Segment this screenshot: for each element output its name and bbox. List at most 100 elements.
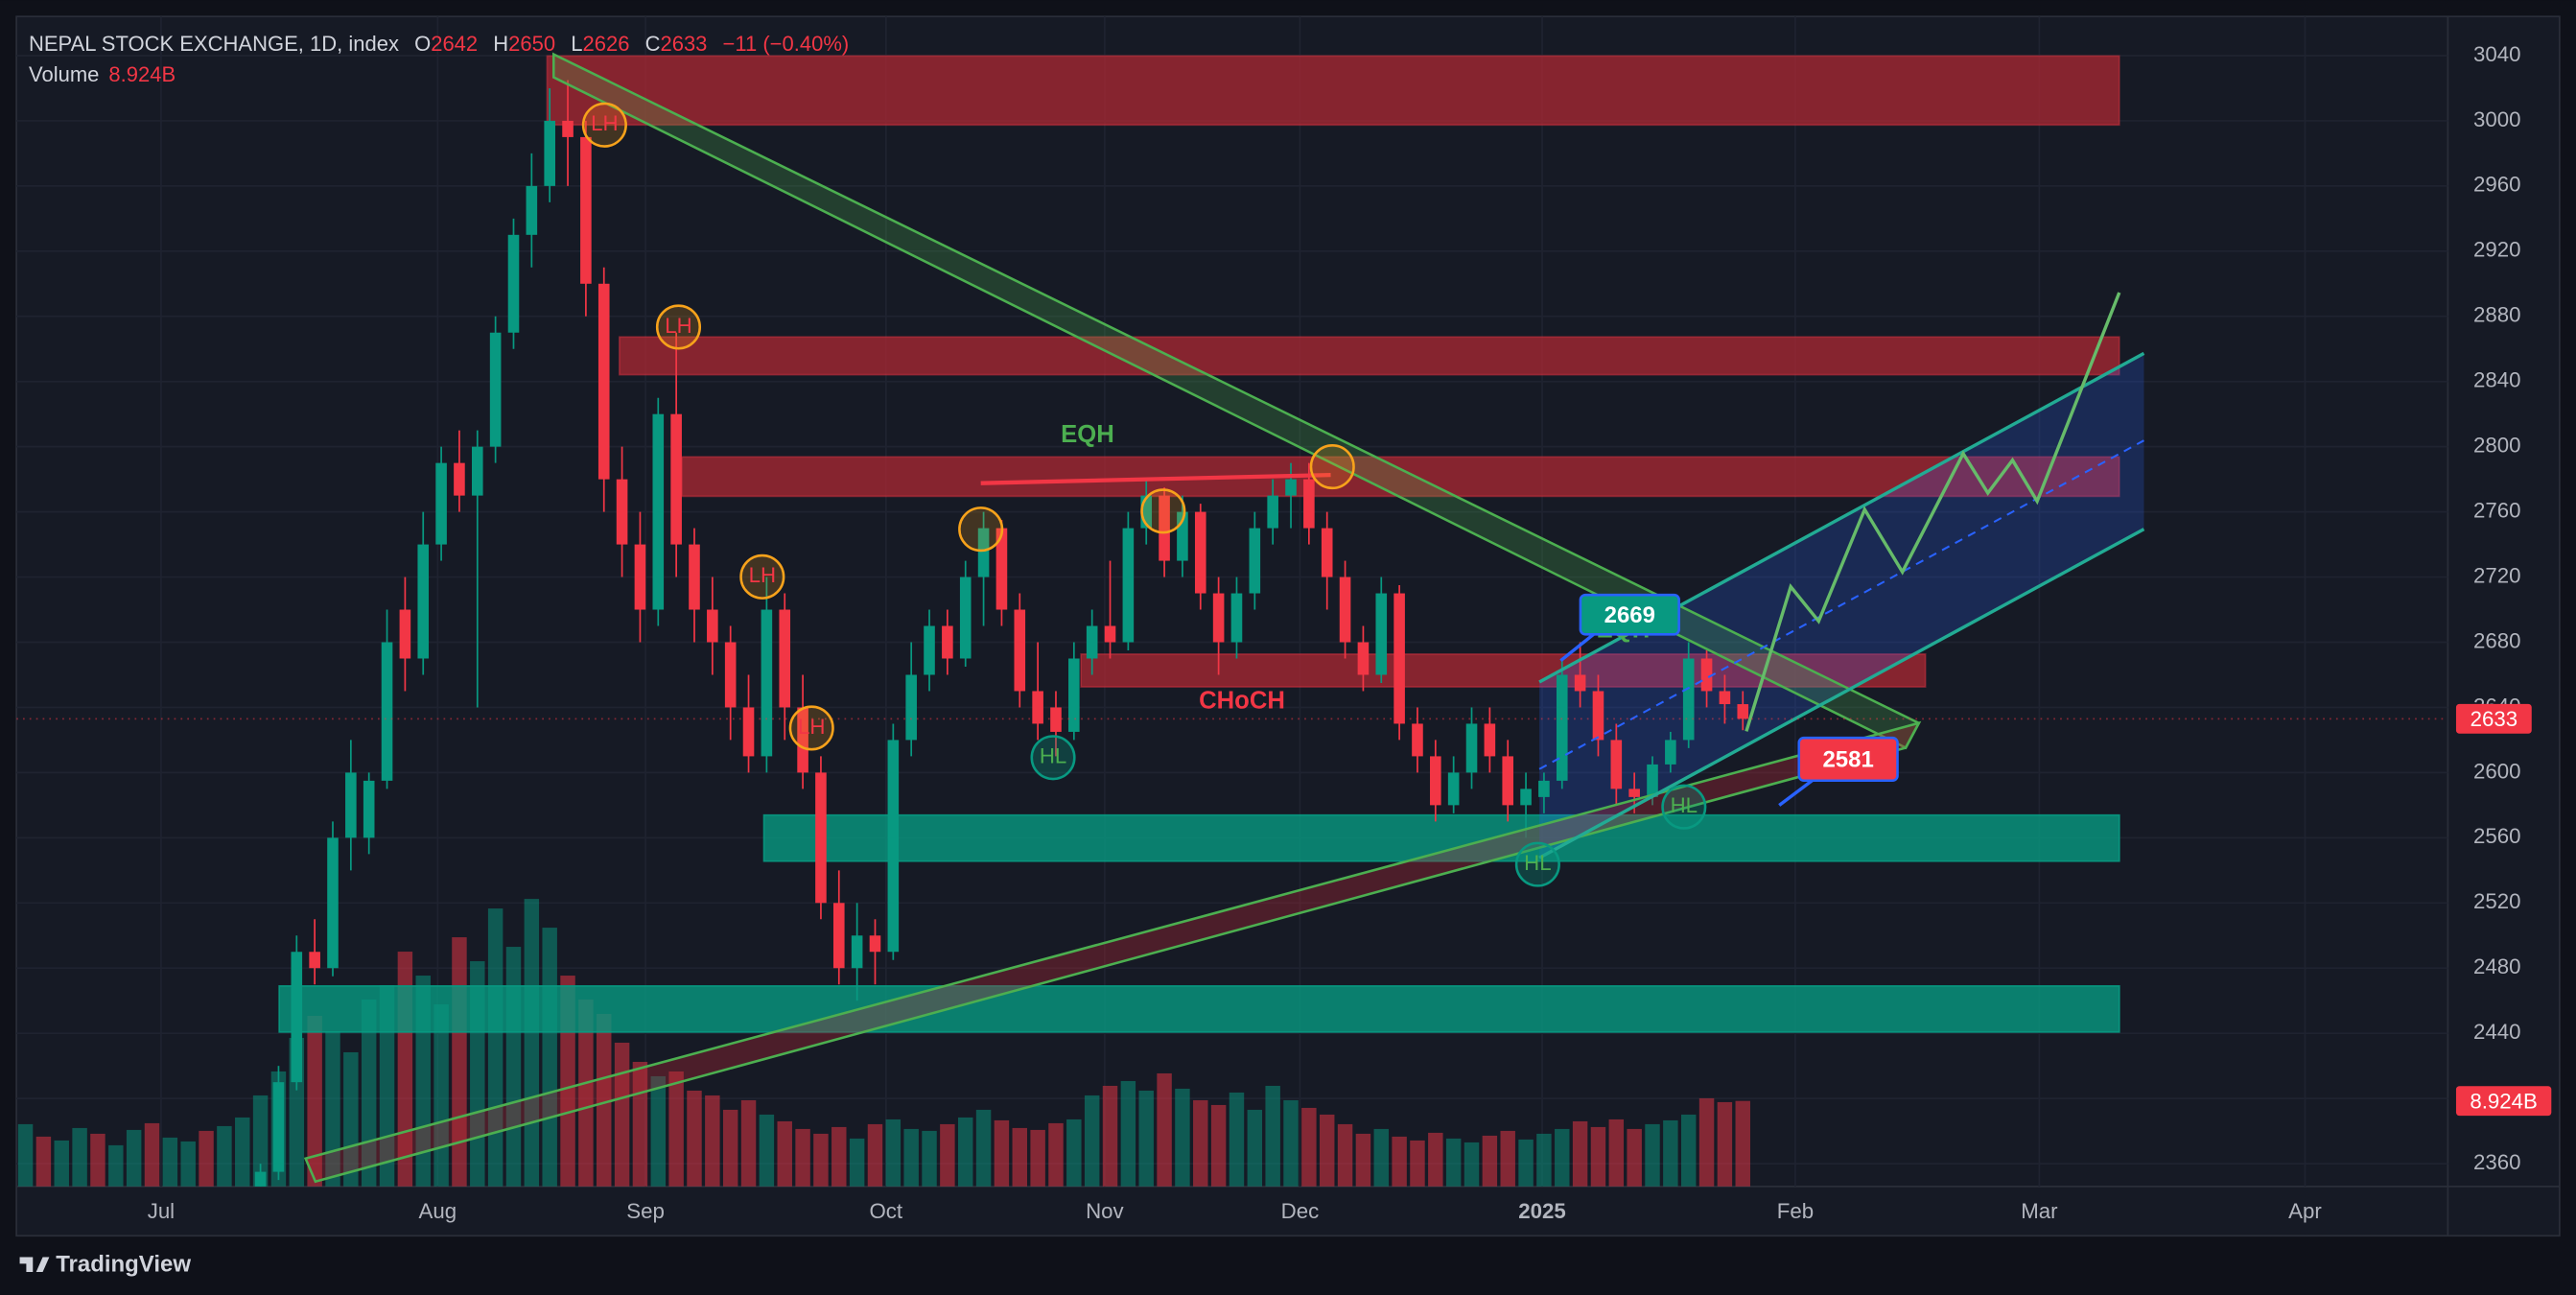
volume-bar xyxy=(759,1114,775,1187)
projection-path xyxy=(1745,292,2121,732)
candle-body xyxy=(707,609,718,643)
candle-body xyxy=(1430,756,1441,806)
candle-body xyxy=(580,136,592,284)
swing-marker xyxy=(788,705,834,751)
candle-body xyxy=(254,1171,267,1187)
volume-bar xyxy=(957,1117,973,1187)
volume-value: 8.924B xyxy=(108,62,176,86)
volume-bar xyxy=(1698,1097,1715,1187)
volume-bar xyxy=(885,1118,902,1187)
candle-body xyxy=(1357,642,1370,675)
volume-bar xyxy=(1301,1107,1317,1187)
volume-bar xyxy=(1445,1138,1462,1187)
swing-marker xyxy=(1030,735,1076,781)
volume-bar xyxy=(524,899,540,1187)
candle-body xyxy=(435,462,447,545)
volume-bar xyxy=(433,1004,449,1187)
candle-body xyxy=(832,903,845,969)
annotation-label: EQH xyxy=(1061,421,1114,448)
tag-pointer xyxy=(1778,779,1814,807)
volume-bar xyxy=(867,1123,883,1187)
candle-body xyxy=(417,544,430,659)
candle-body xyxy=(526,185,538,235)
volume-bar xyxy=(505,947,522,1187)
y-tick-label: 2480 xyxy=(2473,954,2520,978)
legend-row: Volume 8.924B xyxy=(29,59,849,90)
candle-body xyxy=(597,283,610,480)
candle-body xyxy=(309,952,320,969)
annotation-label: LH xyxy=(591,111,618,135)
volume-bar xyxy=(975,1109,992,1187)
volume-bar xyxy=(1555,1128,1570,1187)
candle-body xyxy=(977,528,990,577)
candle-body xyxy=(544,120,555,186)
volume-bar xyxy=(705,1095,720,1187)
annotation-label: LH xyxy=(749,563,776,587)
x-tick-label: Sep xyxy=(626,1199,665,1223)
y-tick-label: 2840 xyxy=(2473,368,2520,392)
volume-bar xyxy=(90,1133,105,1187)
candle-body xyxy=(1249,528,1261,594)
volume-bar xyxy=(1590,1126,1606,1187)
candle-body xyxy=(1086,625,1098,659)
candle-body xyxy=(1140,495,1153,529)
annotation-label: LH xyxy=(798,715,825,739)
candle-body xyxy=(1700,658,1713,692)
volume-bar xyxy=(1518,1139,1534,1187)
volume-bar xyxy=(1500,1130,1515,1187)
swing-marker xyxy=(655,304,702,350)
volume-bar xyxy=(1157,1072,1172,1187)
axes: 2360240024402480252025602600264026802720… xyxy=(148,42,2552,1223)
candle-body xyxy=(942,625,953,659)
candle-body xyxy=(507,234,520,333)
volume-bar xyxy=(307,1015,322,1187)
close-label: C xyxy=(644,32,661,56)
volume-bar xyxy=(180,1141,196,1187)
x-tick-label: 2025 xyxy=(1518,1199,1566,1223)
candle-body xyxy=(1520,789,1532,806)
volume-bar xyxy=(740,1099,757,1187)
swing-marker xyxy=(1514,841,1560,887)
volume-bar xyxy=(650,1075,667,1187)
annotation-label: HL xyxy=(1671,793,1698,817)
volume-bar xyxy=(1482,1135,1498,1187)
x-tick-label: Oct xyxy=(869,1199,902,1223)
legend-row: NEPAL STOCK EXCHANGE, 1D, index O2642 H2… xyxy=(29,29,849,59)
volume-bar xyxy=(144,1122,160,1187)
volume-bar xyxy=(1410,1140,1425,1187)
candle-body xyxy=(1465,723,1478,773)
candle-body xyxy=(1592,691,1604,741)
candle-body xyxy=(924,625,935,675)
high-label: H xyxy=(493,32,509,56)
logo-icon xyxy=(19,1257,50,1272)
volume-bar xyxy=(1735,1100,1750,1187)
volume-bar xyxy=(1048,1122,1064,1187)
volume-bar xyxy=(343,1051,359,1187)
candle-body xyxy=(1628,789,1640,797)
candle-body xyxy=(1447,772,1460,806)
volume-bar xyxy=(1663,1119,1678,1187)
candle-body xyxy=(471,446,483,496)
volume-bar xyxy=(777,1120,792,1187)
open-label: O xyxy=(414,32,432,56)
candle-body xyxy=(761,609,773,757)
volume-bar xyxy=(1265,1085,1280,1187)
volume-bar xyxy=(35,1136,52,1187)
low-value: 2626 xyxy=(582,32,630,56)
x-tick-label: Aug xyxy=(419,1199,457,1223)
candle-body xyxy=(1212,593,1225,643)
candle-body xyxy=(1267,495,1278,529)
volume-bar xyxy=(162,1137,178,1187)
y-tick-label: 2680 xyxy=(2473,628,2520,652)
volume-bar xyxy=(614,1042,630,1187)
volume-bar xyxy=(922,1130,937,1187)
candle-body xyxy=(345,772,357,838)
swing-marker xyxy=(958,506,1004,553)
y-tick-label: 2920 xyxy=(2473,238,2520,262)
annotation-label: HL xyxy=(1524,851,1551,875)
x-tick-label: Mar xyxy=(2021,1199,2058,1223)
supply-zone xyxy=(681,456,2120,498)
price-tag xyxy=(1797,736,1899,783)
x-tick-label: Apr xyxy=(2288,1199,2322,1223)
